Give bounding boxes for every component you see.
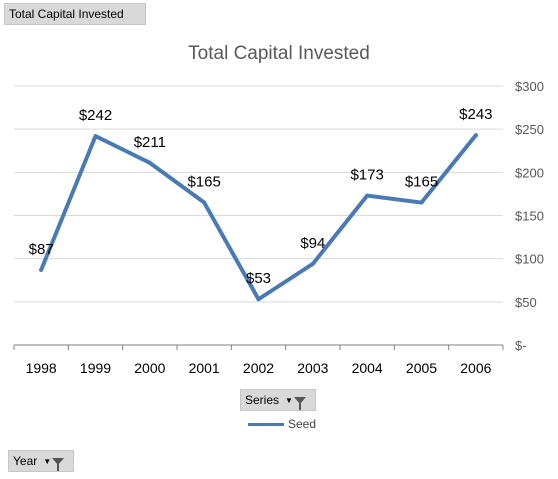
y-tick-label: $100: [515, 252, 544, 267]
chevron-down-icon: ▼: [43, 456, 52, 466]
data-point: [147, 160, 152, 165]
legend-swatch-seed: [248, 422, 284, 426]
x-tick-label: 2001: [189, 360, 220, 376]
axis-filter-dropdown[interactable]: ▼: [43, 456, 65, 471]
data-point: [93, 134, 98, 139]
axis-field-button[interactable]: Year ▼: [8, 450, 74, 472]
y-tick-label: $150: [515, 209, 544, 224]
series-layer: [39, 133, 478, 302]
data-label: $53: [246, 270, 271, 287]
data-point: [419, 200, 424, 205]
value-field-button[interactable]: Total Capital Invested: [4, 3, 146, 25]
chart-title: Total Capital Invested: [188, 43, 370, 64]
data-labels: $87 $242 $211 $165 $53 $94 $173 $165 $243: [29, 106, 493, 287]
x-tick-label: 2005: [406, 360, 437, 376]
y-tick-label: $50: [515, 295, 537, 310]
series-field-label: Series: [245, 393, 280, 407]
y-tick-label: $-: [515, 338, 527, 353]
gridlines: [14, 85, 503, 303]
data-point: [310, 261, 315, 266]
x-tick-label: 2003: [297, 360, 328, 376]
x-tick-label: 2002: [243, 360, 274, 376]
data-label: $211: [134, 134, 166, 151]
data-point: [473, 133, 478, 138]
filter-icon: [52, 457, 65, 471]
series-field-button[interactable]: Series ▼: [240, 389, 316, 411]
filter-icon: [293, 396, 306, 410]
data-point: [365, 193, 370, 198]
series-filter-dropdown[interactable]: ▼: [285, 395, 306, 410]
y-axis: $- $50 $100 $150 $200 $250 $300: [515, 79, 544, 353]
axis-field-label: Year: [13, 454, 38, 468]
x-tick-label: 2004: [352, 360, 383, 376]
y-tick-label: $200: [515, 165, 544, 180]
data-label: $243: [459, 106, 492, 123]
data-label: $242: [79, 107, 112, 124]
data-label: $173: [350, 167, 383, 184]
data-label: $94: [300, 235, 325, 252]
y-tick-label: $250: [515, 122, 544, 137]
data-label: $165: [187, 174, 220, 191]
x-tick-label: 1999: [80, 360, 111, 376]
data-label: $165: [405, 174, 438, 191]
value-field-label: Total Capital Invested: [9, 7, 124, 21]
x-tick-label: 1998: [26, 360, 57, 376]
chevron-down-icon: ▼: [285, 395, 293, 405]
data-point: [39, 267, 44, 272]
x-tick-label: 2000: [134, 360, 165, 376]
data-point: [256, 297, 261, 302]
x-tick-label: 2006: [460, 360, 491, 376]
legend-label-seed: Seed: [288, 417, 317, 431]
legend: Seed: [248, 417, 316, 431]
data-point: [202, 200, 207, 205]
data-label: $87: [29, 241, 54, 258]
y-tick-label: $300: [515, 79, 544, 94]
x-tick-labels: 1998 1999 2000 2001 2002 2003 2004 2005 2006: [26, 360, 492, 376]
x-axis: [13, 344, 504, 350]
